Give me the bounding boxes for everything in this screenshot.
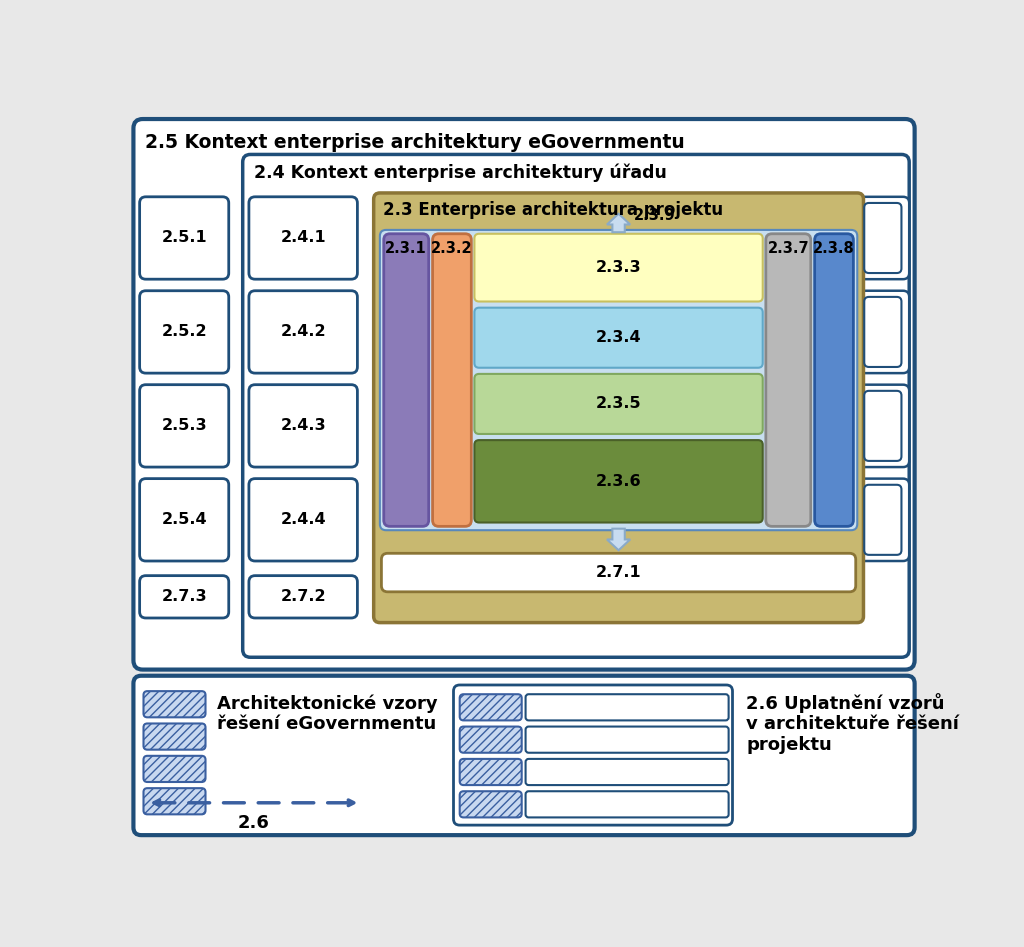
Text: 2.3 Enterprise architektura projektu: 2.3 Enterprise architektura projektu [383,201,723,219]
FancyBboxPatch shape [460,694,521,721]
Text: 2.7.1: 2.7.1 [596,565,641,581]
FancyBboxPatch shape [525,726,729,753]
Text: 2.7.3: 2.7.3 [162,589,207,604]
FancyBboxPatch shape [460,792,521,817]
Text: 2.4 Kontext enterprise architektury úřadu: 2.4 Kontext enterprise architektury úřad… [254,164,668,182]
Text: 2.5 Kontext enterprise architektury eGovernmentu: 2.5 Kontext enterprise architektury eGov… [145,133,685,152]
FancyBboxPatch shape [864,485,901,555]
FancyBboxPatch shape [249,478,357,561]
FancyArrow shape [607,528,630,550]
Text: 2.5.2: 2.5.2 [162,325,207,339]
Text: 2.3.4: 2.3.4 [596,331,641,346]
FancyBboxPatch shape [143,756,206,782]
FancyBboxPatch shape [139,478,228,561]
Text: 2.3.9: 2.3.9 [634,208,676,223]
FancyBboxPatch shape [143,724,206,750]
FancyBboxPatch shape [380,230,857,530]
FancyBboxPatch shape [139,384,228,467]
Text: 2.3.2: 2.3.2 [431,241,473,257]
Text: 2.3.6: 2.3.6 [596,474,641,489]
FancyBboxPatch shape [474,374,763,434]
FancyBboxPatch shape [525,792,729,817]
Text: 2.5.4: 2.5.4 [162,512,207,527]
FancyArrow shape [607,214,630,232]
FancyBboxPatch shape [249,197,357,279]
FancyBboxPatch shape [474,308,763,367]
FancyBboxPatch shape [856,197,909,279]
FancyBboxPatch shape [525,694,729,721]
Text: 2.5.1: 2.5.1 [162,230,207,245]
FancyBboxPatch shape [864,203,901,273]
FancyBboxPatch shape [525,759,729,785]
FancyBboxPatch shape [249,576,357,618]
Text: Architektonické vzory: Architektonické vzory [217,695,437,713]
Text: 2.5.3: 2.5.3 [162,419,207,434]
FancyBboxPatch shape [460,726,521,753]
Text: 2.3.5: 2.3.5 [596,397,641,411]
FancyBboxPatch shape [766,234,811,527]
FancyBboxPatch shape [815,234,853,527]
Text: 2.3.8: 2.3.8 [813,241,855,257]
FancyBboxPatch shape [249,291,357,373]
FancyBboxPatch shape [133,676,914,835]
FancyBboxPatch shape [474,440,763,523]
FancyBboxPatch shape [374,193,863,622]
FancyBboxPatch shape [143,691,206,717]
FancyBboxPatch shape [139,576,228,618]
FancyBboxPatch shape [474,234,763,301]
FancyBboxPatch shape [381,553,856,592]
Text: 2.7.2: 2.7.2 [281,589,326,604]
FancyBboxPatch shape [864,391,901,461]
Text: 2.3.3: 2.3.3 [596,260,641,276]
FancyBboxPatch shape [133,119,914,670]
Text: 2.4.1: 2.4.1 [281,230,326,245]
FancyBboxPatch shape [856,478,909,561]
FancyBboxPatch shape [249,384,357,467]
FancyBboxPatch shape [243,154,909,657]
FancyBboxPatch shape [384,234,429,527]
Text: 2.6 Uplatnění vzorů
v architektuře řešení
projektu: 2.6 Uplatnění vzorů v architektuře řešen… [746,692,959,754]
Text: 2.4.2: 2.4.2 [281,325,326,339]
Text: 2.4.4: 2.4.4 [281,512,326,527]
FancyBboxPatch shape [143,788,206,814]
FancyBboxPatch shape [139,197,228,279]
Text: řešení eGovernmentu: řešení eGovernmentu [217,715,436,733]
Text: 2.3.7: 2.3.7 [767,241,809,257]
FancyBboxPatch shape [432,234,471,527]
FancyBboxPatch shape [856,291,909,373]
FancyBboxPatch shape [856,384,909,467]
Text: 2.3.1: 2.3.1 [385,241,427,257]
Text: 2.4.3: 2.4.3 [281,419,326,434]
FancyBboxPatch shape [460,759,521,785]
FancyBboxPatch shape [864,297,901,367]
Text: 2.6: 2.6 [238,814,270,832]
FancyBboxPatch shape [139,291,228,373]
FancyBboxPatch shape [454,685,732,825]
